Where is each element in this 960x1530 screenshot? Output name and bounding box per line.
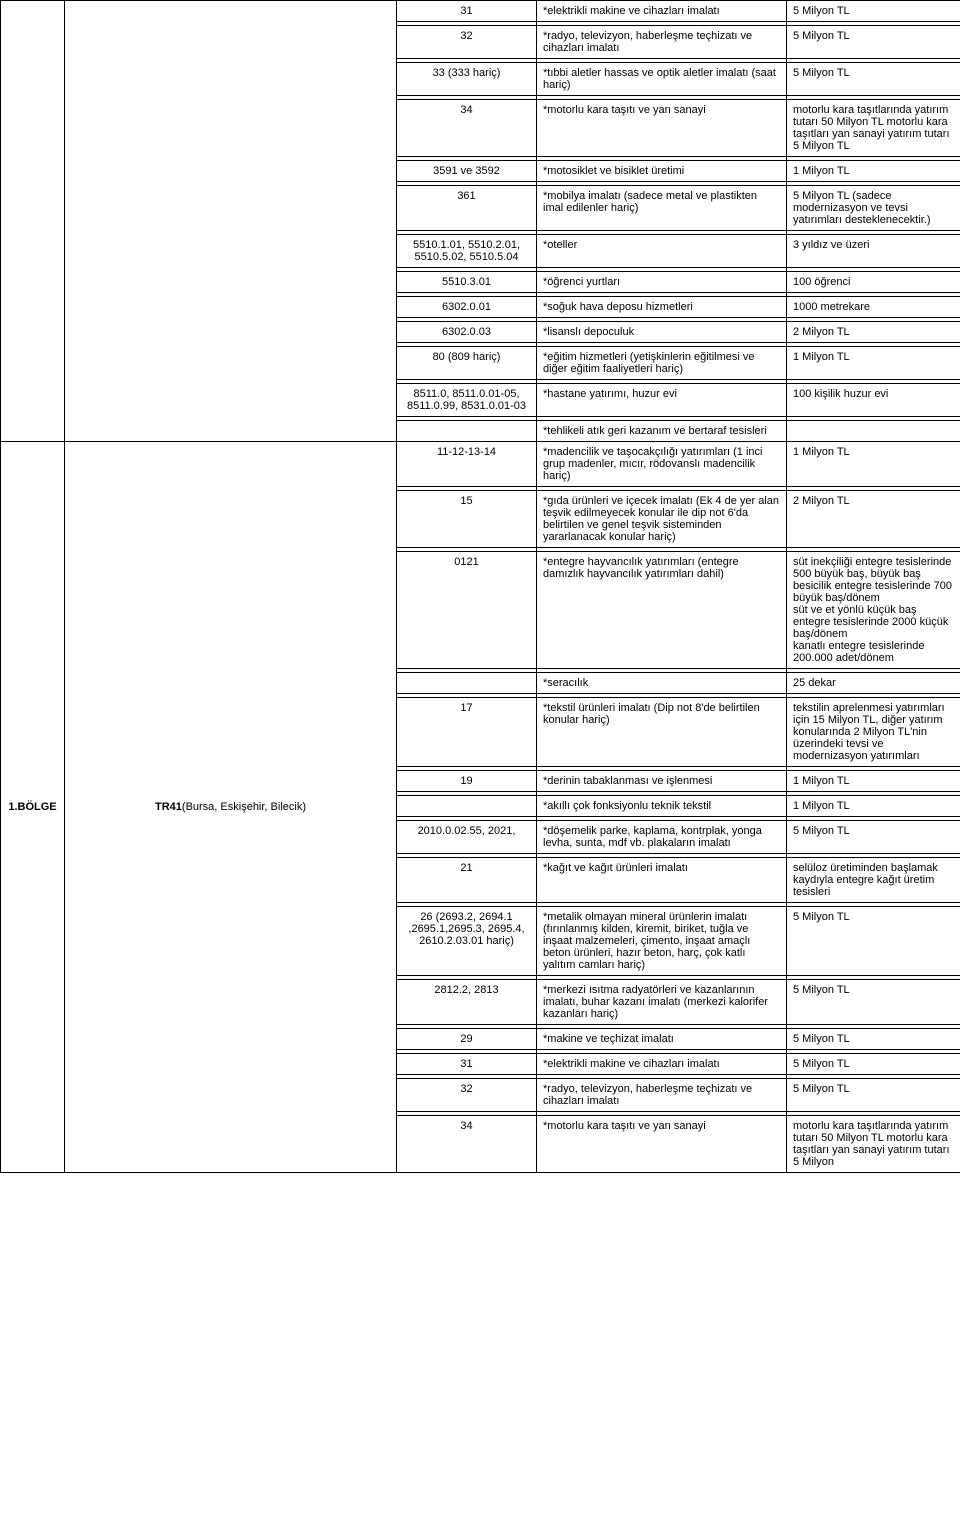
code-cell: 15 xyxy=(397,491,537,548)
code-cell: 5510.3.01 xyxy=(397,272,537,293)
code-cell: 2812.2, 2813 xyxy=(397,980,537,1025)
code-cell: 3591 ve 3592 xyxy=(397,161,537,182)
code-cell: 8511.0, 8511.0.01-05, 8511.0.99, 8531.0.… xyxy=(397,384,537,417)
code-cell: 361 xyxy=(397,186,537,231)
amount-cell: 5 Milyon TL xyxy=(787,1079,960,1112)
code-cell: 21 xyxy=(397,858,537,903)
desc-cell: *mobilya imalatı (sadece metal ve plasti… xyxy=(537,186,787,231)
region-cell xyxy=(1,1,65,442)
desc-cell: *madencilik ve taşocakçılığı yatırımları… xyxy=(537,442,787,487)
desc-cell: *motorlu kara taşıtı ve yan sanayi xyxy=(537,100,787,157)
desc-cell: *tekstil ürünleri imalatı (Dip not 8'de … xyxy=(537,698,787,767)
area-cities: (Bursa, Eskişehir, Bilecik) xyxy=(182,801,306,813)
desc-cell: *gıda ürünleri ve içecek imalatı (Ek 4 d… xyxy=(537,491,787,548)
desc-cell: *radyo, televizyon, haberleşme teçhizatı… xyxy=(537,1079,787,1112)
code-cell: 34 xyxy=(397,1116,537,1173)
amount-cell: 1 Milyon TL xyxy=(787,442,960,487)
desc-cell: *motorlu kara taşıtı ve yan sanayi xyxy=(537,1116,787,1173)
amount-cell: 1 Milyon TL xyxy=(787,161,960,182)
desc-cell: *tehlikeli atık geri kazanım ve bertaraf… xyxy=(537,421,787,442)
area-cell: TR41(Bursa, Eskişehir, Bilecik) xyxy=(65,442,397,1173)
code-cell xyxy=(397,796,537,817)
code-cell xyxy=(397,421,537,442)
code-cell: 31 xyxy=(397,1,537,22)
desc-cell: *elektrikli makine ve cihazları imalatı xyxy=(537,1054,787,1075)
investment-table: 31*elektrikli makine ve cihazları imalat… xyxy=(0,0,960,1173)
amount-cell: 5 Milyon TL xyxy=(787,907,960,976)
desc-cell: *motosiklet ve bisiklet üretimi xyxy=(537,161,787,182)
amount-cell: 5 Milyon TL xyxy=(787,1,960,22)
amount-cell: 5 Milyon TL xyxy=(787,1054,960,1075)
amount-cell: 1 Milyon TL xyxy=(787,771,960,792)
desc-cell: *seracılık xyxy=(537,673,787,694)
amount-cell: motorlu kara taşıtlarında yatırım tutarı… xyxy=(787,1116,960,1173)
amount-cell: 5 Milyon TL (sadece modernizasyon ve tev… xyxy=(787,186,960,231)
amount-cell: 5 Milyon TL xyxy=(787,1029,960,1050)
amount-cell: 1 Milyon TL xyxy=(787,796,960,817)
desc-cell: *makine ve teçhizat imalatı xyxy=(537,1029,787,1050)
code-cell: 0121 xyxy=(397,552,537,669)
code-cell: 26 (2693.2, 2694.1 ,2695.1,2695.3, 2695.… xyxy=(397,907,537,976)
desc-cell: *kağıt ve kağıt ürünleri imalatı xyxy=(537,858,787,903)
desc-cell: *eğitim hizmetleri (yetişkinlerin eğitil… xyxy=(537,347,787,380)
desc-cell: *radyo, televizyon, haberleşme teçhizatı… xyxy=(537,26,787,59)
code-cell: 17 xyxy=(397,698,537,767)
code-cell: 31 xyxy=(397,1054,537,1075)
desc-cell: *öğrenci yurtları xyxy=(537,272,787,293)
amount-cell: 2 Milyon TL xyxy=(787,322,960,343)
amount-cell xyxy=(787,421,960,442)
desc-cell: *entegre hayvancılık yatırımları (entegr… xyxy=(537,552,787,669)
amount-cell: 25 dekar xyxy=(787,673,960,694)
code-cell: 11-12-13-14 xyxy=(397,442,537,487)
code-cell: 2010.0.02.55, 2021, xyxy=(397,821,537,854)
amount-cell: 5 Milyon TL xyxy=(787,980,960,1025)
desc-cell: *derinin tabaklanması ve işlenmesi xyxy=(537,771,787,792)
desc-cell: *merkezi ısıtma radyatörleri ve kazanlar… xyxy=(537,980,787,1025)
area-cell xyxy=(65,1,397,442)
desc-cell: *metalik olmayan mineral ürünlerin imala… xyxy=(537,907,787,976)
desc-cell: *hastane yatırımı, huzur evi xyxy=(537,384,787,417)
desc-cell: *akıllı çok fonksiyonlu teknik tekstil xyxy=(537,796,787,817)
amount-cell: süt inekçiliği entegre tesislerinde 500 … xyxy=(787,552,960,669)
amount-cell: 3 yıldız ve üzeri xyxy=(787,235,960,268)
table-row: 1.BÖLGETR41(Bursa, Eskişehir, Bilecik)11… xyxy=(1,442,960,487)
desc-cell: *oteller xyxy=(537,235,787,268)
code-cell: 6302.0.01 xyxy=(397,297,537,318)
desc-cell: *soğuk hava deposu hizmetleri xyxy=(537,297,787,318)
code-cell: 32 xyxy=(397,1079,537,1112)
code-cell: 29 xyxy=(397,1029,537,1050)
code-cell: 33 (333 hariç) xyxy=(397,63,537,96)
code-cell xyxy=(397,673,537,694)
code-cell: 34 xyxy=(397,100,537,157)
region-cell: 1.BÖLGE xyxy=(1,442,65,1173)
desc-cell: *lisanslı depoculuk xyxy=(537,322,787,343)
code-cell: 19 xyxy=(397,771,537,792)
desc-cell: *tıbbi aletler hassas ve optik aletler i… xyxy=(537,63,787,96)
amount-cell: 1000 metrekare xyxy=(787,297,960,318)
amount-cell: tekstilin aprelenmesi yatırımları için 1… xyxy=(787,698,960,767)
area-code: TR41 xyxy=(155,801,182,813)
amount-cell: selüloz üretiminden başlamak kaydıyla en… xyxy=(787,858,960,903)
desc-cell: *elektrikli makine ve cihazları imalatı xyxy=(537,1,787,22)
amount-cell: 5 Milyon TL xyxy=(787,26,960,59)
code-cell: 80 (809 hariç) xyxy=(397,347,537,380)
code-cell: 32 xyxy=(397,26,537,59)
amount-cell: 5 Milyon TL xyxy=(787,821,960,854)
amount-cell: 100 öğrenci xyxy=(787,272,960,293)
code-cell: 6302.0.03 xyxy=(397,322,537,343)
amount-cell: 2 Milyon TL xyxy=(787,491,960,548)
desc-cell: *döşemelik parke, kaplama, kontrplak, yo… xyxy=(537,821,787,854)
code-cell: 5510.1.01, 5510.2.01, 5510.5.02, 5510.5.… xyxy=(397,235,537,268)
amount-cell: motorlu kara taşıtlarında yatırım tutarı… xyxy=(787,100,960,157)
amount-cell: 100 kişilik huzur evi xyxy=(787,384,960,417)
amount-cell: 1 Milyon TL xyxy=(787,347,960,380)
table-row: 31*elektrikli makine ve cihazları imalat… xyxy=(1,1,960,22)
amount-cell: 5 Milyon TL xyxy=(787,63,960,96)
